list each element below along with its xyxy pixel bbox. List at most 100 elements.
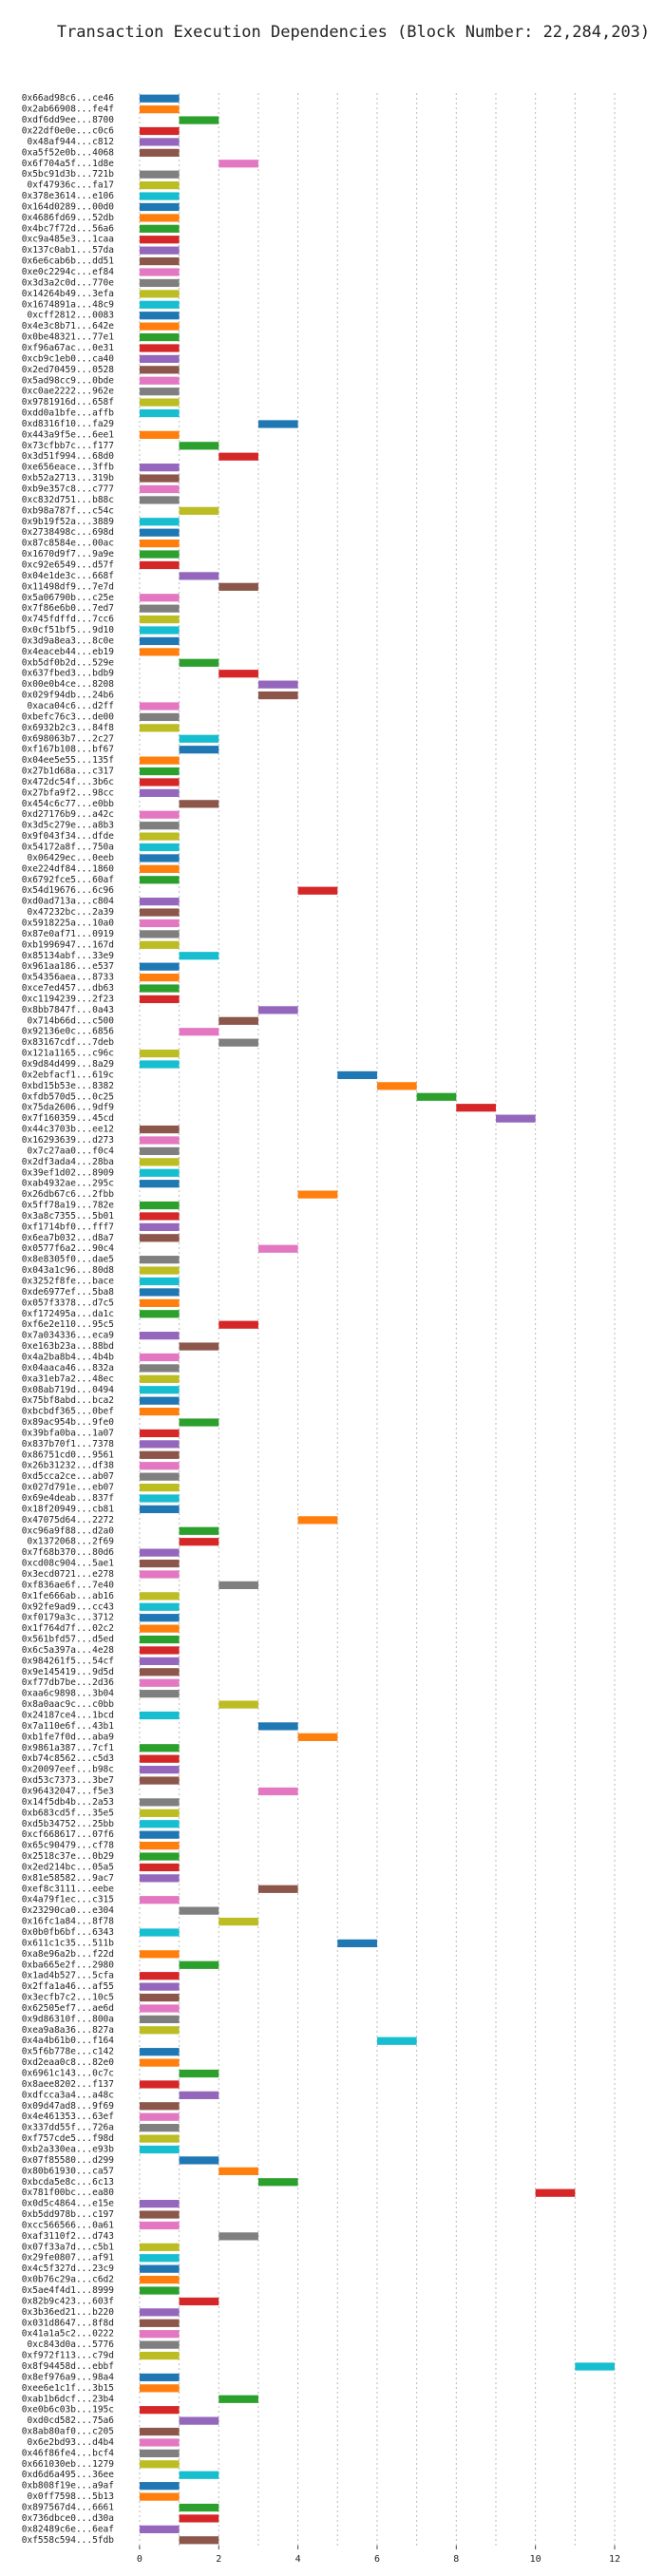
y-tick-label: 0xd6d6a495...36ee [22,2470,115,2480]
y-tick-label: 0x4a79f1ec...c315 [22,1895,114,1905]
bar [139,1950,180,1959]
bar [139,2406,180,2415]
bar [139,767,180,776]
y-tick-label: 0x2ebfacf1...619c [22,1070,114,1080]
bar [139,1592,180,1601]
y-tick-label: 0xbcbdf365...0bef [22,1407,114,1417]
y-tick-label: 0xd27176b9...a42c [22,809,114,820]
y-tick-label: 0x661030eb...1279 [22,2459,115,2470]
y-tick-label: 0x54172a8f...750a [22,843,114,853]
y-tick-label: 0x16293639...d273 [22,1135,114,1146]
y-tick-label: 0xde6977ef...5ba8 [22,1287,115,1297]
bar [179,2156,219,2165]
y-tick-label: 0x137c0ab1...57da [22,245,114,256]
bar [139,1353,180,1362]
bar [139,832,180,841]
bar [139,1374,180,1383]
y-tick-label: 0xe0b6c03b...195c [22,2405,114,2415]
bar [139,2330,180,2339]
bar [179,1538,219,1546]
y-tick-label: 0xe656eace...3ffb [22,463,115,473]
y-tick-label: 0x9781916d...658f [22,397,114,407]
bar [139,1440,180,1449]
y-tick-label: 0xc92e6549...d57f [22,559,114,570]
bar [139,984,180,993]
bar [257,680,298,689]
bar [139,2026,180,2035]
y-tick-label: 0xd8316f10...fa29 [22,419,115,429]
y-tick-label: 0x7a110e6f...43b1 [22,1721,115,1732]
bar [139,919,180,928]
bar [179,1906,219,1915]
bar [139,192,180,200]
y-tick-label: 0xc96a9f88...d2a0 [22,1525,115,1536]
bar [139,1657,180,1665]
bar [139,2210,180,2219]
bar [139,2275,180,2284]
y-tick-label: 0x85134abf...33e9 [22,951,115,961]
bar [139,1863,180,1872]
bar [139,1874,180,1883]
bar [139,1234,180,1242]
y-tick-label: 0x6e6cab6b...dd51 [22,256,115,267]
bar [139,2243,180,2251]
bar [139,1678,180,1687]
bar [179,1028,219,1036]
bar [139,1049,180,1058]
bar [139,1201,180,1210]
y-tick-label: 0x2ed70459...0528 [22,365,115,375]
bar [139,278,180,288]
bar [139,724,180,732]
bar [139,1332,180,1340]
y-tick-label: 0x3d51f994...68d0 [22,451,115,462]
y-tick-label: 0x4e461353...63ef [22,2112,114,2122]
y-tick-label: 0x714b66d...c500 [27,1015,114,1026]
bar [218,160,258,168]
bar [337,1939,377,1948]
y-tick-label: 0x2ed214bc...05a5 [22,1862,114,1872]
y-tick-label: 0xe163b23a...88bd [22,1341,114,1352]
y-tick-label: 0xbcda5e8c...6c13 [22,2177,114,2188]
bar [139,1852,180,1861]
bar [139,290,180,298]
y-tick-label: 0xab1b6dcf...23b4 [22,2394,115,2404]
y-tick-label: 0x44c3703b...ee12 [22,1125,114,1135]
bar [179,442,219,450]
y-tick-label: 0x5ad98cc9...0bde [22,375,115,386]
bar [139,876,180,884]
bar [139,898,180,906]
bar [139,366,180,374]
y-tick-label: 0x031d8647...8f8d [22,2318,114,2328]
y-tick-label: 0x6f704a5f...1d8e [22,159,115,169]
y-tick-label: 0x1670d9f7...9a9e [22,549,115,559]
bar [139,2080,180,2089]
bar [575,2362,615,2371]
y-tick-label: 0x9861a387...7cf1 [22,1743,115,1753]
y-tick-label: 0x984261f5...54cf [22,1656,114,1666]
bar [139,484,180,494]
y-tick-label: 0x2738498c...698d [22,527,114,538]
y-tick-label: 0xf757cde5...f98d [22,2133,114,2144]
bar [139,854,180,862]
bar [139,2254,180,2263]
y-tick-label: 0x454c6c77...e0bb [22,799,115,809]
bar [139,1668,180,1676]
y-tick-label: 0x0b76c29a...c6d2 [22,2275,114,2285]
y-tick-label: 0x0b0fb6bf...6343 [22,1927,114,1938]
y-tick-label: 0x16fc1a84...8f78 [22,1917,115,1927]
x-tick-label: 0 [137,2554,142,2565]
y-tick-label: 0x961aa186...e537 [22,961,114,972]
y-tick-label: 0x04ee5e55...135f [22,755,114,766]
bar [218,670,258,678]
bar [139,1602,180,1611]
bar [139,712,180,722]
y-tick-label: 0xdd0a1bfe...affb [22,408,115,419]
bar [257,691,298,700]
bar [139,1982,180,1991]
bar [139,604,180,613]
y-tick-label: 0xb808f19e...a9af [22,2481,114,2491]
y-tick-label: 0x3a8c7355...5b01 [22,1211,115,1222]
bar [139,810,180,819]
y-tick-label: 0x3252f8fe...bace [22,1277,115,1287]
